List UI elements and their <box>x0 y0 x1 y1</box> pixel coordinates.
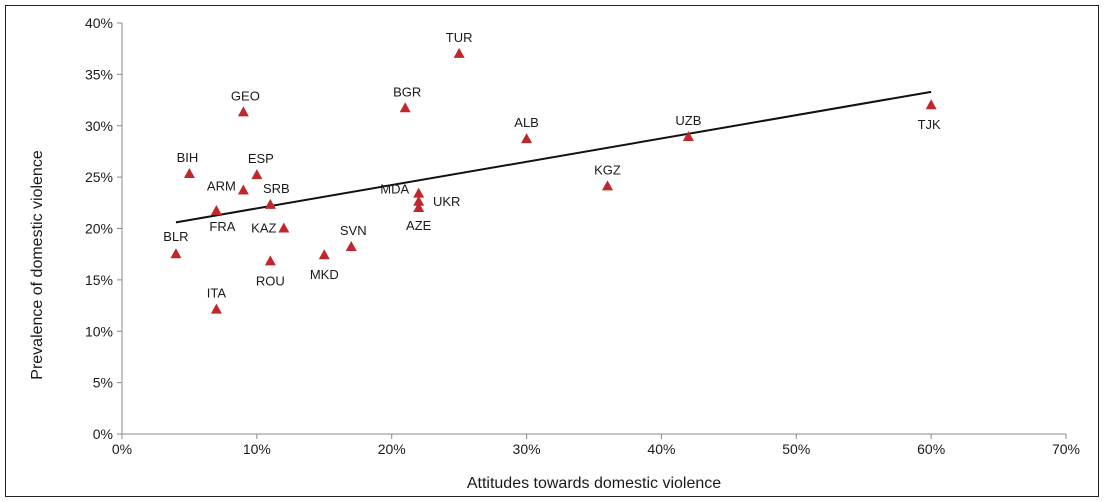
point-label: UKR <box>433 194 460 209</box>
point-marker <box>278 222 290 233</box>
point-marker <box>413 201 425 212</box>
y-tick-label: 10% <box>85 323 113 339</box>
x-tick-label: 60% <box>917 441 945 457</box>
x-tick-label: 50% <box>782 441 810 457</box>
trendline-group <box>175 90 932 224</box>
x-tick-label: 0% <box>112 441 132 457</box>
point-label: ESP <box>248 151 274 166</box>
point-label: UZB <box>675 113 701 128</box>
point-marker <box>521 133 533 144</box>
point-label: GEO <box>231 88 260 103</box>
y-tick-label: 40% <box>85 15 113 31</box>
point-marker <box>682 131 694 142</box>
point-marker <box>251 169 263 180</box>
point-label: KAZ <box>251 221 276 236</box>
point-label: ITA <box>207 286 227 301</box>
y-tick-label: 15% <box>85 272 113 288</box>
point-marker <box>453 47 465 58</box>
point-label: MDA <box>380 182 409 197</box>
point-label: ALB <box>514 115 539 130</box>
trendline <box>175 90 932 224</box>
point-marker <box>413 195 425 206</box>
point-label: BIH <box>177 150 199 165</box>
point-marker <box>264 198 276 209</box>
y-axis-title: Prevalence of domestic violence <box>29 150 46 380</box>
point-marker <box>399 102 411 113</box>
point-marker <box>170 248 182 259</box>
point-label: SRB <box>263 181 290 196</box>
point-label: AZE <box>406 218 432 233</box>
point-label: BGR <box>393 84 421 99</box>
point-label: MKD <box>310 267 339 282</box>
y-tick-label: 0% <box>93 426 113 442</box>
point-marker <box>183 168 195 179</box>
x-axis-title: Attitudes towards domestic violence <box>467 475 721 492</box>
y-tick-label: 35% <box>85 66 113 82</box>
x-tick-label: 70% <box>1052 441 1080 457</box>
y-tick-label: 30% <box>85 118 113 134</box>
point-label: TUR <box>446 30 473 45</box>
point-marker <box>210 205 222 216</box>
point-label: KGZ <box>594 162 621 177</box>
point-label: TJK <box>918 117 941 132</box>
chart-frame <box>5 5 1099 497</box>
point-marker <box>210 303 222 314</box>
point-label: SVN <box>340 223 367 238</box>
point-label: BLR <box>163 229 188 244</box>
x-tick-label: 30% <box>513 441 541 457</box>
point-label: ROU <box>256 273 285 288</box>
point-marker <box>237 106 249 117</box>
axes: 0% 5% 10% 15% 20% 25% 30% 35% 40% 0% 10% 20% 30% 40% 5… <box>85 15 1080 457</box>
point-marker <box>237 184 249 195</box>
x-tick-label: 40% <box>647 441 675 457</box>
point-marker <box>318 249 330 260</box>
y-tick-label: 20% <box>85 221 113 237</box>
point-marker <box>345 240 357 251</box>
y-tick-label: 5% <box>93 375 113 391</box>
point-label: FRA <box>209 219 235 234</box>
point-marker <box>413 187 425 198</box>
y-tick-label: 25% <box>85 169 113 185</box>
x-tick-label: 10% <box>243 441 271 457</box>
x-tick-label: 20% <box>378 441 406 457</box>
point-marker <box>264 255 276 266</box>
point-marker <box>601 180 613 191</box>
point-marker <box>925 99 937 110</box>
point-label: ARM <box>207 178 236 193</box>
